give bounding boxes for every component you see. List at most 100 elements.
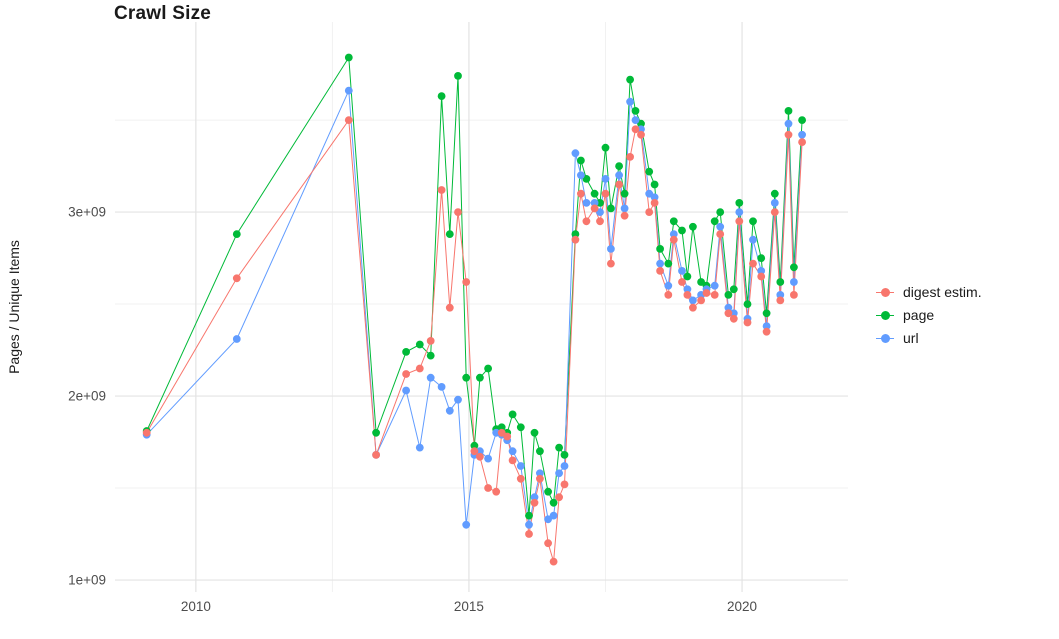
data-point-url (415, 443, 424, 452)
data-point-digest (689, 303, 697, 312)
data-point-url (582, 199, 591, 207)
data-point-url (402, 386, 410, 395)
y-tick-label: 1e+09 (68, 573, 106, 588)
data-point-url (683, 285, 692, 294)
data-point-url (555, 469, 563, 478)
legend-label-url: url (903, 330, 919, 346)
data-point-url (549, 511, 558, 520)
data-point-page (735, 199, 744, 207)
series-points-url (142, 86, 806, 529)
data-point-url (462, 520, 471, 529)
data-point-digest (530, 498, 539, 507)
data-point-digest (664, 291, 673, 299)
data-point-url (615, 171, 623, 180)
data-point-digest (683, 291, 692, 299)
data-point-url (650, 193, 659, 202)
data-point-url (631, 116, 640, 124)
legend-label-page: page (903, 307, 935, 323)
data-point-url (571, 149, 580, 158)
y-tick-label: 3e+09 (68, 205, 106, 220)
data-point-digest (344, 116, 353, 124)
data-point-url (762, 322, 771, 330)
data-point-url (664, 281, 673, 290)
data-point-url (426, 373, 435, 382)
data-point-page (454, 72, 462, 80)
series-lines (146, 55, 803, 562)
data-point-url (445, 406, 454, 415)
data-point-page (724, 291, 733, 299)
data-point-page (729, 285, 738, 294)
data-point-digest (571, 235, 580, 244)
data-point-page (582, 175, 591, 183)
data-point-page (645, 167, 654, 176)
data-point-digest (601, 189, 610, 198)
data-point-page (555, 443, 563, 452)
data-point-digest (749, 259, 757, 268)
data-point-page (445, 230, 454, 239)
legend-label-digest: digest estim. (903, 284, 982, 300)
data-point-url (637, 125, 645, 134)
data-point-digest (716, 230, 725, 239)
data-point-page (790, 263, 798, 272)
data-point-page (650, 180, 659, 189)
x-tick-label: 2010 (181, 599, 211, 614)
data-point-page (620, 189, 629, 198)
data-point-url (798, 130, 806, 139)
legend-item-page: page (876, 307, 982, 323)
data-point-digest (503, 432, 512, 441)
data-point-digest (232, 274, 241, 283)
data-point-url (729, 309, 738, 318)
data-point-page (437, 92, 446, 100)
data-point-digest (577, 189, 585, 198)
legend: digest estim. page url (876, 284, 982, 346)
x-tick-label: 2015 (454, 599, 484, 614)
data-point-page (669, 217, 678, 226)
data-point-digest (615, 180, 623, 189)
legend-dot-swatch (880, 333, 890, 343)
data-point-digest (582, 217, 591, 226)
data-point-url (484, 454, 492, 463)
data-point-url (536, 469, 544, 478)
data-point-page (716, 208, 725, 217)
data-point-digest (437, 186, 446, 194)
data-point-digest (555, 493, 563, 502)
data-point-page (402, 348, 410, 356)
data-point-url (656, 259, 664, 268)
data-point-page (571, 230, 580, 239)
data-point-page (770, 189, 779, 198)
data-point-page (544, 487, 552, 496)
data-point-url (716, 222, 725, 231)
data-point-page (683, 272, 692, 281)
data-point-url (735, 208, 744, 217)
data-point-url (516, 462, 525, 470)
data-point-digest (525, 530, 533, 538)
data-point-page (590, 189, 599, 198)
data-point-digest (656, 267, 664, 275)
data-point-digest (544, 539, 552, 548)
data-point-digest (560, 480, 569, 489)
data-point-page (757, 254, 766, 262)
data-point-url (724, 303, 733, 312)
data-point-digest (462, 278, 471, 286)
data-point-page (470, 441, 479, 450)
legend-item-url: url (876, 330, 982, 346)
data-point-page (631, 107, 640, 115)
data-point-page (710, 217, 719, 226)
data-point-url (710, 281, 719, 290)
y-tick-label: 2e+09 (68, 389, 106, 404)
legend-item-digest: digest estim. (876, 284, 982, 300)
data-point-page (656, 245, 664, 253)
data-point-digest (784, 130, 793, 139)
legend-dot-swatch (880, 310, 890, 320)
data-point-page (484, 364, 492, 373)
data-point-digest (798, 138, 806, 147)
data-point-digest (735, 217, 744, 226)
data-point-page (372, 428, 380, 437)
data-point-url (525, 520, 533, 529)
data-point-digest (454, 208, 462, 217)
major-gridlines: 1e+09 2e+09 3e+09 2010 2015 2020 (68, 22, 848, 614)
chart-title: Crawl Size (114, 3, 212, 24)
data-point-page (344, 53, 353, 62)
data-point-digest (762, 327, 771, 336)
